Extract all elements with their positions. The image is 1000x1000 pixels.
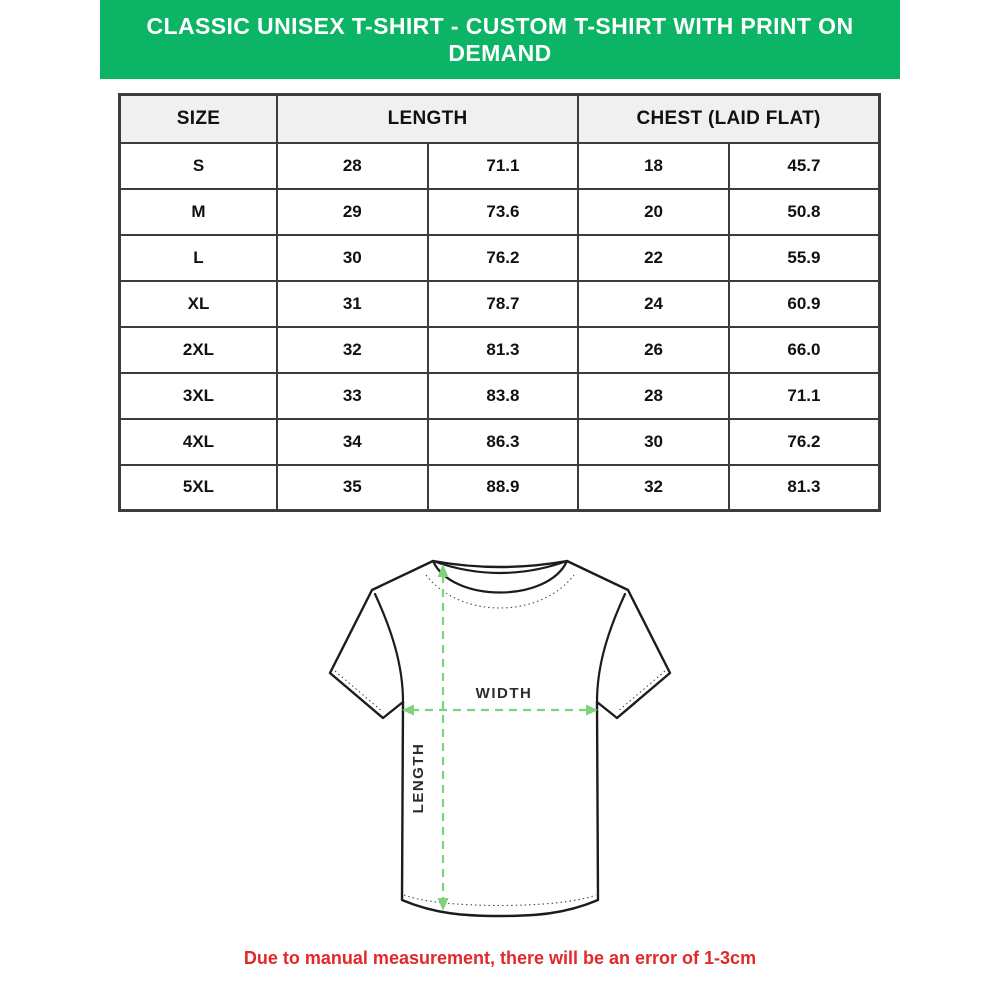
width-arrow-head-left [402, 704, 414, 716]
size-chart-row: 3XL 33 83.8 28 71.1 [118, 371, 881, 420]
chest-cm-cell: 71.1 [727, 371, 881, 420]
chest-in-cell: 20 [577, 187, 730, 236]
chest-cm-cell: 45.7 [727, 141, 881, 190]
chest-cm-cell: 50.8 [727, 187, 881, 236]
size-chart-header-row: SIZE LENGTH CHEST (LAID FLAT) [118, 93, 881, 144]
chest-cm-cell: 76.2 [727, 417, 881, 466]
length-arrow-head-bottom [437, 898, 449, 911]
size-cell: M [118, 187, 278, 236]
length-cm-cell: 73.6 [426, 187, 580, 236]
length-in-cell: 33 [275, 371, 429, 420]
measurement-note-text: Due to manual measurement, there will be… [243, 948, 757, 968]
length-label: LENGTH [410, 743, 427, 814]
size-chart-row: L 30 76.2 22 55.9 [118, 233, 881, 282]
header-chest: CHEST (LAID FLAT) [577, 93, 881, 144]
size-chart-row: S 28 71.1 18 45.7 [118, 141, 881, 190]
length-cm-cell: 83.8 [426, 371, 580, 420]
length-arrow-head-top [437, 564, 449, 577]
length-cm-cell: 78.7 [426, 279, 580, 328]
right-armhole-seam [595, 592, 627, 704]
hem-stitch [403, 894, 597, 907]
chest-in-cell: 32 [577, 463, 730, 512]
length-cm-cell: 86.3 [426, 417, 580, 466]
length-in-cell: 28 [275, 141, 429, 190]
length-in-cell: 30 [275, 233, 429, 282]
length-in-cell: 32 [275, 325, 429, 374]
title-banner: CLASSIC UNISEX T-SHIRT - CUSTOM T-SHIRT … [100, 0, 900, 79]
size-chart-row: XL 31 78.7 24 60.9 [118, 279, 881, 328]
collar-band-line [431, 559, 569, 575]
header-size: SIZE [118, 93, 278, 144]
chest-cm-cell: 60.9 [727, 279, 881, 328]
size-chart-row: 4XL 34 86.3 30 76.2 [118, 417, 881, 466]
length-cm-cell: 81.3 [426, 325, 580, 374]
chest-cm-cell: 66.0 [727, 325, 881, 374]
chest-in-cell: 18 [577, 141, 730, 190]
chest-in-cell: 30 [577, 417, 730, 466]
left-cuff-stitch [334, 670, 384, 713]
size-chart-row: 2XL 32 81.3 26 66.0 [118, 325, 881, 374]
page-title: CLASSIC UNISEX T-SHIRT - CUSTOM T-SHIRT … [146, 12, 854, 66]
chest-in-cell: 22 [577, 233, 730, 282]
tshirt-diagram: WIDTH LENGTH [328, 559, 672, 918]
size-chart-table: SIZE LENGTH CHEST (LAID FLAT) S 28 71.1 … [118, 93, 881, 512]
chest-cm-cell: 55.9 [727, 233, 881, 282]
measurement-note: Due to manual measurement, there will be… [0, 948, 1000, 969]
length-cm-cell: 88.9 [426, 463, 580, 512]
length-cm-cell: 71.1 [426, 141, 580, 190]
length-in-cell: 31 [275, 279, 429, 328]
header-length: LENGTH [275, 93, 580, 144]
chest-in-cell: 24 [577, 279, 730, 328]
size-chart-row: M 29 73.6 20 50.8 [118, 187, 881, 236]
right-cuff-stitch [616, 670, 666, 713]
left-armhole-seam [373, 592, 405, 704]
chest-in-cell: 28 [577, 371, 730, 420]
size-chart-body: S 28 71.1 18 45.7 M 29 73.6 20 50.8 L 30… [118, 141, 881, 512]
length-in-cell: 35 [275, 463, 429, 512]
size-cell: 2XL [118, 325, 278, 374]
size-cell: XL [118, 279, 278, 328]
length-in-cell: 34 [275, 417, 429, 466]
size-cell: S [118, 141, 278, 190]
size-chart-section: SIZE LENGTH CHEST (LAID FLAT) S 28 71.1 … [118, 93, 881, 512]
width-arrow-head-right [586, 704, 598, 716]
size-cell: 5XL [118, 463, 278, 512]
size-cell: 3XL [118, 371, 278, 420]
chest-cm-cell: 81.3 [727, 463, 881, 512]
tshirt-outline [328, 559, 672, 918]
chest-in-cell: 26 [577, 325, 730, 374]
size-cell: 4XL [118, 417, 278, 466]
width-label: WIDTH [476, 685, 533, 702]
size-chart-row: 5XL 35 88.9 32 81.3 [118, 463, 881, 512]
size-cell: L [118, 233, 278, 282]
length-in-cell: 29 [275, 187, 429, 236]
length-cm-cell: 76.2 [426, 233, 580, 282]
